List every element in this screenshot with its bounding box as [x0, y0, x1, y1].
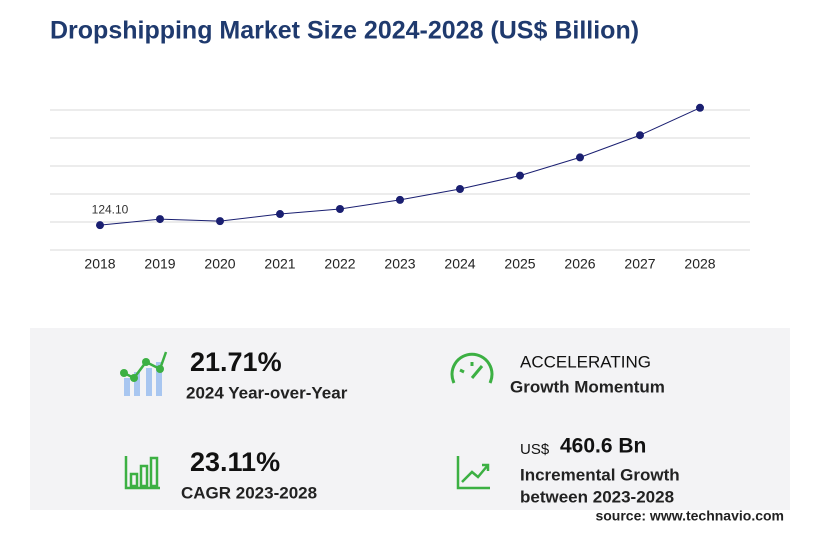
x-tick-label: 2023 — [384, 256, 415, 272]
point — [456, 185, 464, 193]
x-tick-label: 2024 — [444, 256, 475, 272]
cagr-label: CAGR 2023-2028 — [181, 483, 317, 502]
x-tick-label: 2025 — [504, 256, 535, 272]
point — [396, 195, 404, 204]
point — [216, 217, 224, 226]
momentum-icon — [450, 352, 494, 384]
x-tick-label: 2026 — [564, 256, 595, 272]
point — [156, 215, 164, 224]
x-tick-label: 2018 — [84, 256, 115, 272]
incremental-value: 460.6 Bn — [560, 435, 646, 458]
point — [636, 131, 644, 140]
cagr-value: 23.11% — [190, 447, 280, 477]
cagr-icon — [124, 456, 160, 490]
x-tick-label: 2020 — [204, 256, 235, 272]
incremental-label: Incremental Growth — [520, 465, 680, 484]
x-tick-label: 2021 — [264, 256, 295, 272]
yoy-value: 21.71% — [190, 347, 282, 377]
yoy-icon — [120, 351, 168, 396]
x-tick-label: 2022 — [324, 256, 355, 272]
x-tick-label: 2027 — [624, 256, 655, 272]
point — [576, 153, 584, 162]
point — [276, 210, 284, 219]
yoy-label: 2024 Year-over-Year — [186, 383, 348, 402]
point — [696, 103, 704, 112]
x-tick-label: 2028 — [684, 256, 715, 272]
chart-title: Dropshipping Market Size 2024-2028 (US$ … — [50, 17, 639, 45]
data-label: 124.10 — [92, 202, 129, 216]
incremental-icon — [456, 456, 490, 490]
momentum-value: ACCELERATING — [520, 352, 651, 371]
incremental-prefix: US$ — [520, 441, 550, 458]
source: source: www.technavio.com — [595, 508, 784, 524]
point — [96, 221, 104, 230]
momentum-label: Growth Momentum — [510, 377, 665, 396]
point — [336, 205, 344, 213]
point — [516, 171, 524, 180]
x-tick-label: 2019 — [144, 256, 175, 272]
plot: 2018 2019 2020 2021 2022 2023 2024 2025 2026 2027… — [50, 103, 750, 272]
incremental-label: between 2023-2028 — [520, 487, 674, 506]
